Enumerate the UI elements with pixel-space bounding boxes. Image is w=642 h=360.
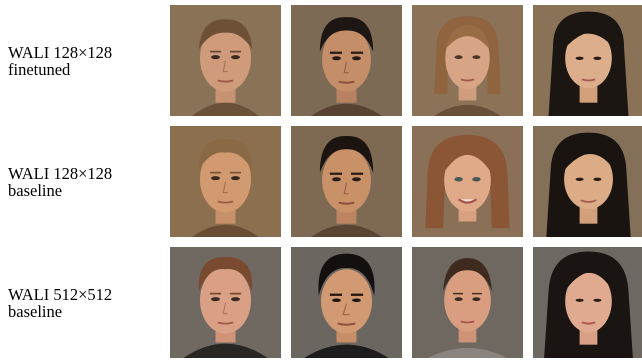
face-image-r2-c3 <box>412 126 523 237</box>
face-image-r1-c2 <box>291 5 402 116</box>
row-label-3: WALI 512×512 baseline <box>8 286 112 320</box>
face-image-r1-c4 <box>533 5 642 116</box>
face-image-r3-c3 <box>412 247 523 358</box>
row-label-2: WALI 128×128 baseline <box>8 165 112 199</box>
row-label-1-line1: WALI 128×128 <box>8 43 113 62</box>
row-label-1: WALI 128×128 finetuned <box>8 44 112 78</box>
row-label-2-line2: baseline <box>8 181 63 200</box>
row-label-3-line1: WALI 512×512 <box>8 285 113 304</box>
face-image-r3-c1 <box>170 247 281 358</box>
face-image-r3-c2 <box>291 247 402 358</box>
row-label-1-line2: finetuned <box>8 60 71 79</box>
face-image-r1-c1 <box>170 5 281 116</box>
face-image-r1-c3 <box>412 5 523 116</box>
row-label-3-line2: baseline <box>8 302 63 321</box>
face-image-r2-c2 <box>291 126 402 237</box>
face-image-r2-c4 <box>533 126 642 237</box>
face-image-r2-c1 <box>170 126 281 237</box>
face-image-r3-c4 <box>533 247 642 358</box>
row-label-2-line1: WALI 128×128 <box>8 164 113 183</box>
